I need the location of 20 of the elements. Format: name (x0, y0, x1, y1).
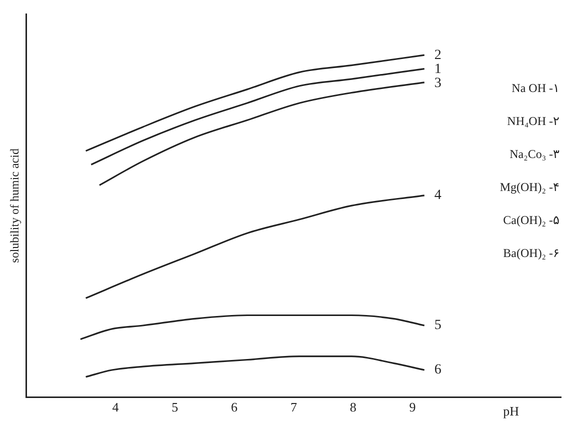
annotation: Ba(OH)₂ -۶ (503, 246, 559, 260)
x-tick-label: 6 (231, 400, 238, 415)
annotation: Mg(OH)₂ -۴ (500, 180, 559, 194)
x-tick-label: 5 (172, 400, 178, 415)
x-tick-label: 9 (409, 400, 416, 415)
series-label: 4 (434, 188, 442, 204)
annotation: Na OH -۱ (512, 81, 559, 96)
series-label: 5 (434, 318, 442, 334)
y-axis-title: solubility of humic acid (7, 148, 22, 263)
series-label: 1 (434, 62, 442, 77)
series-label: 6 (434, 362, 442, 378)
x-tick-label: 4 (112, 400, 120, 415)
series-label: 2 (434, 48, 442, 63)
annotation: Ca(OH)₂ -۵ (503, 213, 559, 228)
x-tick-label: 8 (350, 400, 356, 415)
x-axis-title: pH (503, 403, 519, 418)
series-label: 3 (434, 76, 442, 91)
annotation: Na₂Co₃ -۳ (510, 147, 560, 162)
x-tick-label: 7 (290, 400, 298, 415)
annotation: NH₄OH -۲ (507, 114, 559, 128)
